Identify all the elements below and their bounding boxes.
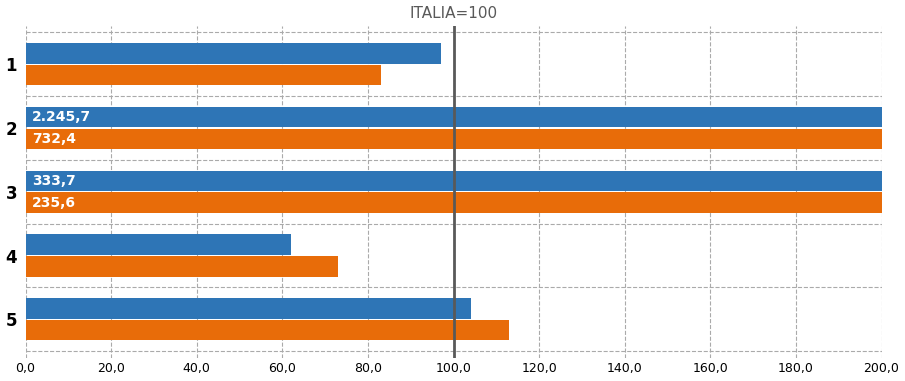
Bar (25, 298, 471, 319)
Bar (25, 171, 881, 191)
Bar (25, 128, 881, 149)
Text: 333,7: 333,7 (32, 174, 76, 188)
Bar (25, 192, 881, 213)
Title: ITALIA=100: ITALIA=100 (409, 6, 498, 21)
Bar (25, 65, 381, 85)
Bar (25, 256, 338, 277)
Bar (25, 320, 510, 340)
Bar (25, 107, 881, 127)
Text: 235,6: 235,6 (32, 195, 76, 210)
Text: 732,4: 732,4 (32, 132, 76, 146)
Bar (25, 43, 441, 64)
Text: 2.245,7: 2.245,7 (32, 110, 91, 124)
Bar (25, 234, 291, 255)
